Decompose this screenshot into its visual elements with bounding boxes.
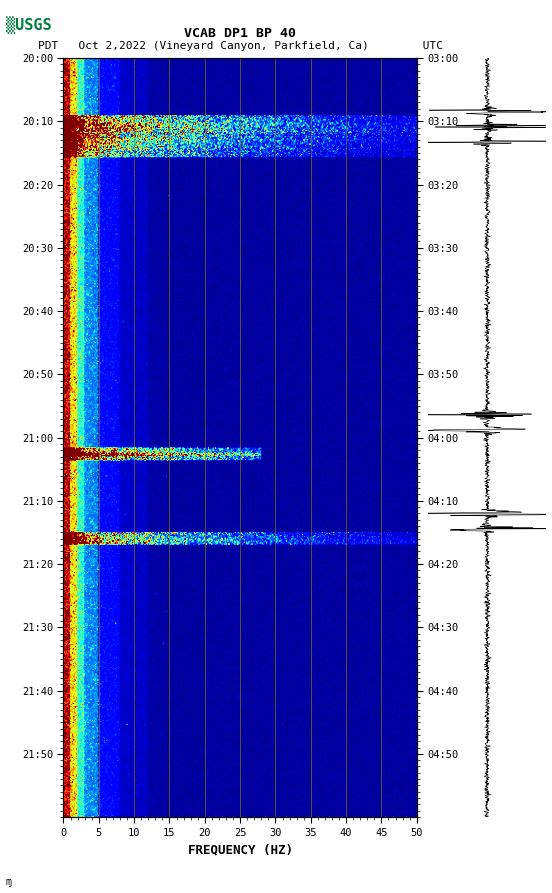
Text: ɱ: ɱ (6, 877, 12, 888)
X-axis label: FREQUENCY (HZ): FREQUENCY (HZ) (188, 843, 293, 856)
Text: ▒USGS: ▒USGS (6, 16, 51, 34)
Text: PDT   Oct 2,2022 (Vineyard Canyon, Parkfield, Ca)        UTC: PDT Oct 2,2022 (Vineyard Canyon, Parkfie… (38, 41, 443, 52)
Text: VCAB DP1 BP 40: VCAB DP1 BP 40 (184, 28, 296, 40)
